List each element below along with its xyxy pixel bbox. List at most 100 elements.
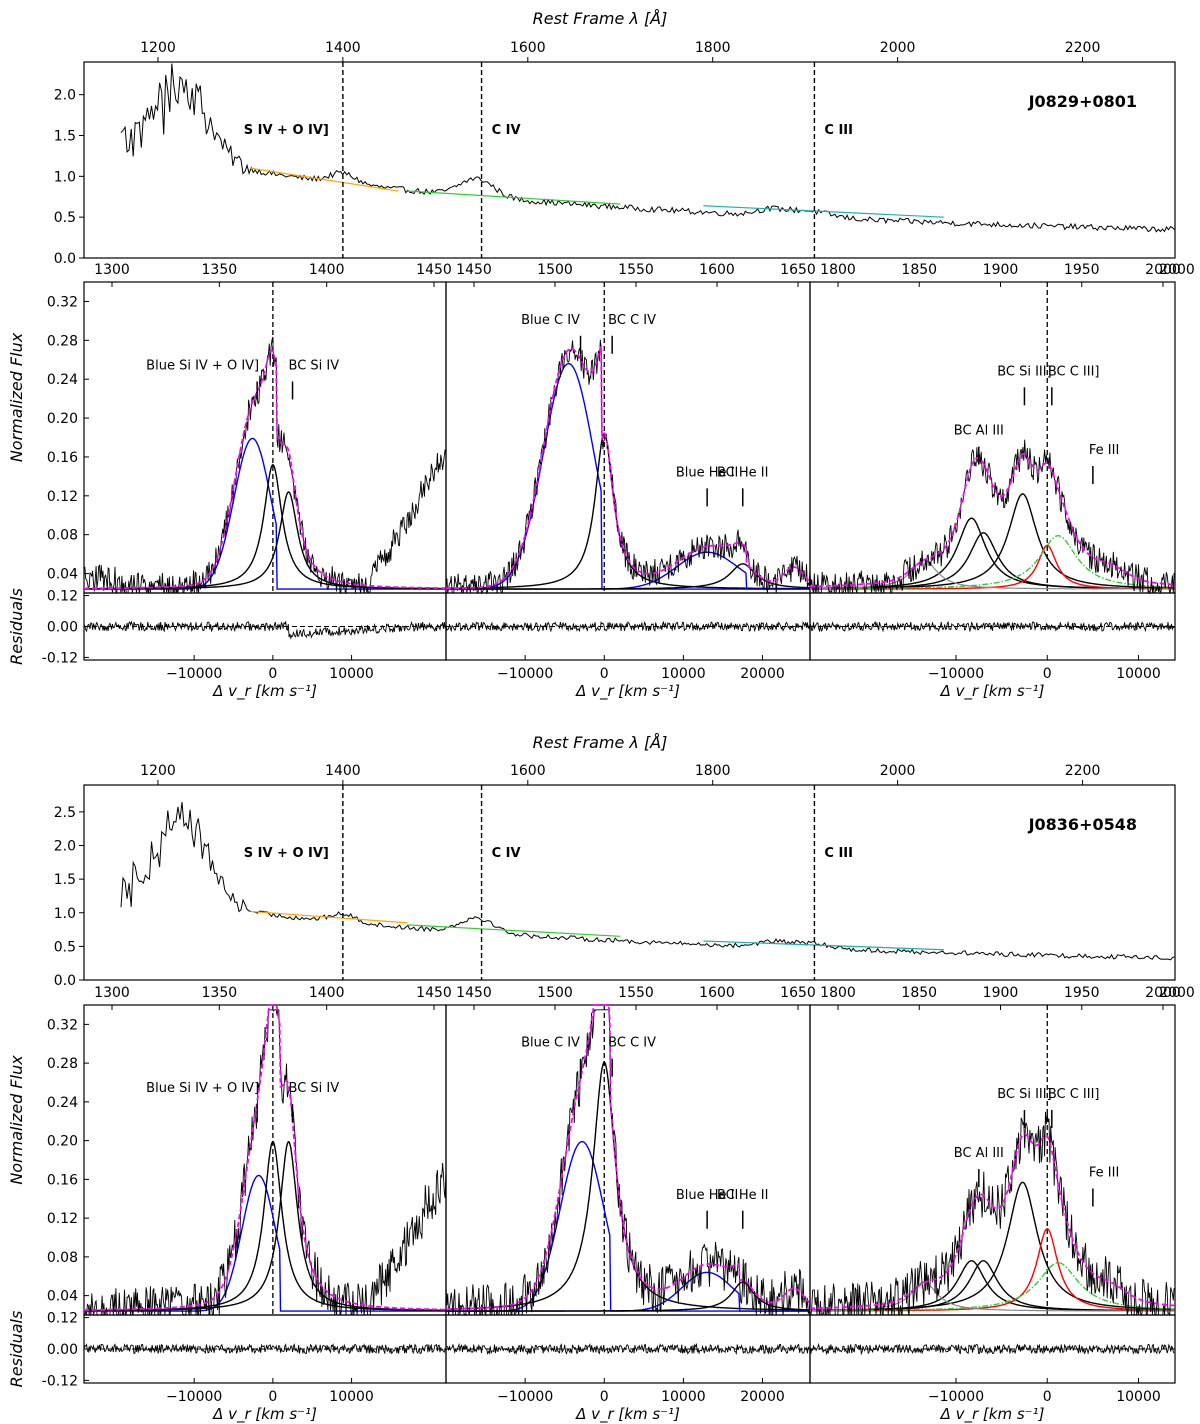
wavelength-tick-label: 1950	[1064, 985, 1100, 1001]
y-tick-label: 0.5	[54, 939, 76, 955]
component-line	[810, 493, 1175, 590]
y-tick-label: 1.5	[54, 872, 76, 888]
region-label: C III	[824, 846, 853, 861]
line-label: BC He II	[717, 465, 768, 480]
top-axis-title: Rest Frame λ [Å]	[533, 733, 668, 752]
continuum-fit-line	[703, 940, 944, 951]
velocity-tick-label: 10000	[329, 1389, 374, 1405]
region-label: S IV + O IV]	[244, 846, 329, 861]
wavelength-tick-label: 1650	[780, 262, 816, 278]
y-tick-label: 2.5	[54, 805, 76, 821]
residual-line	[809, 620, 1175, 633]
overview-spectrum-line	[120, 802, 1175, 961]
velocity-tick-label: −10000	[928, 1389, 984, 1405]
top-tick-label: 1600	[510, 763, 546, 779]
velocity-tick-label: 0	[1043, 666, 1052, 682]
wavelength-tick-label: 1800	[820, 262, 856, 278]
velocity-tick-label: −10000	[928, 666, 984, 682]
resid-tick-label: 0.00	[47, 1342, 78, 1358]
line-label: Blue He II	[676, 1188, 738, 1203]
region-label: S IV + O IV]	[244, 123, 329, 138]
y-tick-label: 1.0	[54, 906, 76, 922]
component-line	[84, 1140, 446, 1312]
flux-tick-label: 0.04	[47, 1289, 78, 1305]
wavelength-tick-label: 1600	[699, 262, 735, 278]
y-tick-label: 0.5	[54, 210, 76, 226]
flux-tick-label: 0.16	[47, 1172, 78, 1188]
flux-tick-label: 0.24	[47, 372, 78, 388]
wavelength-tick-label: 1500	[537, 262, 573, 278]
wavelength-tick-label: 1450	[416, 985, 452, 1001]
figure-block-1: Rest Frame λ [Å] 1200 1400 1600 1800 2000 2200…	[7, 9, 1195, 701]
line-label: BC C III]	[1048, 364, 1100, 379]
wavelength-tick-label: 2000	[1159, 985, 1195, 1001]
flux-tick-label: 0.32	[47, 294, 78, 310]
overview-frame	[83, 784, 1176, 981]
line-label: BC C IV	[608, 313, 656, 328]
line-label: Fe III	[1089, 1165, 1119, 1180]
residual-line	[809, 1342, 1175, 1356]
velocity-tick-label: −10000	[497, 666, 553, 682]
velocity-tick-label: 10000	[329, 666, 374, 682]
panel-civ: 1450 1500 1550 1600 1650 −10000 0 10000 20000 Δ v…	[445, 985, 816, 1424]
line-label: Blue Si IV + O IV]	[146, 1081, 259, 1096]
wavelength-tick-label: 1900	[983, 262, 1019, 278]
top-tick-label: 1800	[695, 40, 731, 56]
velocity-axis-title: Δ v_r [km s⁻¹]	[940, 682, 1045, 701]
spectrum-line	[809, 439, 1175, 595]
total-fit-line	[446, 346, 811, 590]
top-tick-label: 2000	[880, 763, 916, 779]
line-label: Fe III	[1089, 443, 1119, 458]
top-tick-label: 1800	[695, 763, 731, 779]
object-name: J0829+0801	[1028, 92, 1137, 111]
y-axis-title: Normalized Flux	[7, 1055, 26, 1185]
velocity-tick-label: −10000	[166, 666, 222, 682]
line-label: BC Si III]	[997, 1087, 1051, 1102]
residual-line	[83, 620, 447, 640]
line-label: BC C IV	[608, 1036, 656, 1051]
y-tick-label: 1.0	[54, 169, 76, 185]
velocity-tick-label: −10000	[166, 1389, 222, 1405]
flux-tick-label: 0.08	[47, 528, 78, 544]
line-label: BC Al III	[954, 424, 1004, 439]
wavelength-tick-label: 1550	[618, 262, 654, 278]
top-tick-label: 1400	[325, 763, 361, 779]
wavelength-tick-label: 1450	[456, 985, 492, 1001]
resid-tick-label: 0.12	[47, 589, 78, 605]
flux-tick-label: 0.20	[47, 411, 78, 427]
component-line	[810, 517, 1175, 590]
flux-tick-label: 0.20	[47, 1134, 78, 1150]
velocity-tick-label: 0	[600, 1389, 609, 1405]
line-label: BC Si IV	[289, 358, 340, 373]
velocity-axis-title: Δ v_r [km s⁻¹]	[575, 1405, 680, 1424]
wavelength-tick-label: 1400	[309, 985, 345, 1001]
flux-tick-label: 0.32	[47, 1017, 78, 1033]
component-line	[83, 1140, 446, 1312]
top-tick-label: 1600	[510, 40, 546, 56]
line-label: BC He II	[717, 1188, 768, 1203]
wavelength-tick-label: 1450	[456, 262, 492, 278]
region-label: C IV	[492, 846, 521, 861]
residual-frame	[445, 592, 811, 661]
overview-frame	[83, 61, 1176, 259]
resid-tick-label: -0.12	[42, 1373, 78, 1389]
flux-tick-label: 0.04	[47, 567, 78, 583]
velocity-tick-label: 0	[600, 666, 609, 682]
velocity-axis-title: Δ v_r [km s⁻¹]	[940, 1405, 1045, 1424]
y-tick-label: 0.0	[54, 973, 76, 989]
line-label: Blue C IV	[521, 1036, 580, 1051]
total-fit-line	[84, 349, 446, 590]
wavelength-tick-label: 1350	[202, 985, 238, 1001]
line-label: BC C III]	[1048, 1087, 1100, 1102]
top-tick-label: 2200	[1065, 40, 1101, 56]
spectrum-line	[810, 1111, 1175, 1317]
total-fit-line	[445, 1004, 811, 1311]
flux-tick-label: 0.28	[47, 333, 78, 349]
velocity-axis-title: Δ v_r [km s⁻¹]	[212, 682, 317, 701]
y-axis-title: Normalized Flux	[7, 332, 26, 462]
wavelength-tick-label: 2000	[1145, 262, 1181, 278]
line-label: Blue He II	[676, 465, 738, 480]
top-tick-label: 1200	[140, 40, 176, 56]
component-line	[84, 437, 446, 590]
residual-line	[445, 1342, 811, 1356]
